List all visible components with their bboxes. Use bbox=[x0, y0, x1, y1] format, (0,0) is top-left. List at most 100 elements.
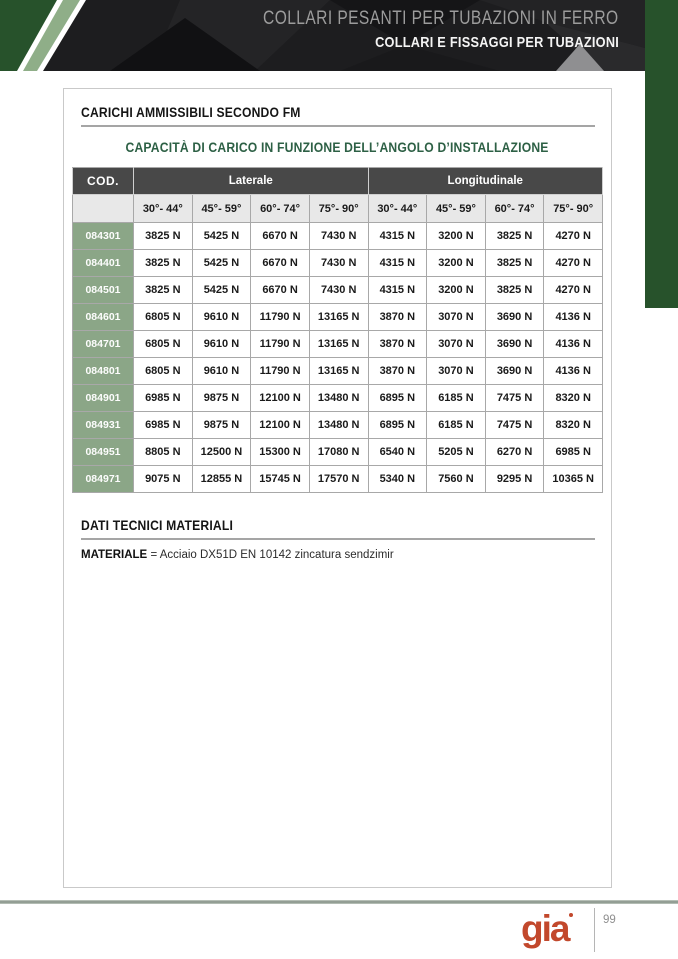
cod-cell: 084301 bbox=[72, 222, 134, 250]
value-cell: 13480 N bbox=[308, 411, 369, 439]
longitudinale-group-header: Longitudinale bbox=[367, 167, 603, 195]
value-cell: 5425 N bbox=[191, 249, 252, 277]
value-cell: 6185 N bbox=[426, 411, 486, 439]
angle-header-cell: 30°- 44° bbox=[133, 194, 193, 223]
heading-rule-2 bbox=[81, 538, 595, 540]
value-cell: 8320 N bbox=[543, 411, 603, 439]
material-value: = Acciaio DX51D EN 10142 zincatura sendz… bbox=[150, 549, 394, 561]
value-cell: 3690 N bbox=[484, 357, 545, 385]
value-cell: 8320 N bbox=[543, 384, 603, 412]
value-cell: 4270 N bbox=[543, 276, 603, 304]
cod-column-header: COD. bbox=[72, 167, 134, 195]
value-cell: 6985 N bbox=[133, 384, 193, 412]
value-cell: 13480 N bbox=[308, 384, 369, 412]
value-cell: 6895 N bbox=[367, 384, 428, 412]
value-cell: 8805 N bbox=[133, 438, 193, 466]
value-cell: 5425 N bbox=[191, 222, 252, 250]
table-row: 084601 6805 N 9610 N 11790 N 13165 N 3870 N 30… bbox=[72, 303, 603, 331]
trademark-dot bbox=[569, 913, 574, 917]
table-row: 084931 6985 N 9875 N 12100 N 13480 N 6895 N 61… bbox=[72, 411, 603, 439]
value-cell: 3870 N bbox=[367, 330, 428, 358]
header-decoration bbox=[0, 0, 645, 71]
angle-header-cell: 75°- 90° bbox=[543, 194, 603, 223]
value-cell: 11790 N bbox=[250, 330, 310, 358]
section-heading-dati-tecnici: DATI TECNICI MATERIALI bbox=[81, 518, 234, 533]
cod-cell: 084801 bbox=[72, 357, 134, 385]
cod-cell: 084501 bbox=[72, 276, 134, 304]
capacity-table: COD. Laterale Longitudinale 30°- 44° 45°-… bbox=[72, 167, 603, 493]
footer-rule bbox=[0, 900, 678, 904]
value-cell: 9295 N bbox=[484, 465, 545, 493]
group-header-row: COD. Laterale Longitudinale bbox=[72, 167, 603, 195]
value-cell: 3825 N bbox=[133, 276, 193, 304]
value-cell: 13165 N bbox=[308, 357, 369, 385]
page-subtitle: COLLARI E FISSAGGI PER TUBAZIONI bbox=[374, 33, 619, 51]
value-cell: 4270 N bbox=[543, 249, 603, 277]
cod-cell: 084971 bbox=[72, 465, 134, 493]
value-cell: 3825 N bbox=[133, 222, 193, 250]
footer: gia 99 bbox=[0, 906, 678, 959]
value-cell: 7430 N bbox=[308, 249, 369, 277]
page-header: COLLARI PESANTI PER TUBAZIONI IN FERRO C… bbox=[0, 0, 645, 71]
value-cell: 12500 N bbox=[191, 438, 252, 466]
value-cell: 3200 N bbox=[426, 276, 486, 304]
material-label: MATERIALE bbox=[81, 549, 148, 561]
value-cell: 6670 N bbox=[250, 276, 310, 304]
value-cell: 13165 N bbox=[308, 330, 369, 358]
value-cell: 7560 N bbox=[426, 465, 486, 493]
value-cell: 4315 N bbox=[367, 276, 428, 304]
page-title: COLLARI PESANTI PER TUBAZIONI IN FERRO bbox=[263, 8, 619, 29]
capacity-table-title: CAPACITÀ DI CARICO IN FUNZIONE DELL’ANGO… bbox=[125, 140, 550, 155]
value-cell: 10365 N bbox=[543, 465, 603, 493]
value-cell: 6270 N bbox=[484, 438, 545, 466]
angle-header-cell: 75°- 90° bbox=[308, 194, 369, 223]
heading-rule bbox=[81, 125, 595, 127]
table-row: 084901 6985 N 9875 N 12100 N 13480 N 6895 N 61… bbox=[72, 384, 603, 412]
value-cell: 4136 N bbox=[543, 330, 603, 358]
value-cell: 6805 N bbox=[133, 357, 193, 385]
value-cell: 3070 N bbox=[426, 330, 486, 358]
section-heading-carichi: CARICHI AMMISSIBILI SECONDO FM bbox=[81, 105, 301, 120]
content-box: CARICHI AMMISSIBILI SECONDO FM CAPACITÀ … bbox=[63, 88, 612, 888]
page-number: 99 bbox=[603, 914, 616, 926]
value-cell: 6670 N bbox=[250, 249, 310, 277]
value-cell: 6185 N bbox=[426, 384, 486, 412]
value-cell: 3870 N bbox=[367, 303, 428, 331]
value-cell: 3690 N bbox=[484, 330, 545, 358]
value-cell: 17080 N bbox=[308, 438, 369, 466]
value-cell: 9875 N bbox=[191, 411, 252, 439]
value-cell: 12100 N bbox=[250, 411, 310, 439]
value-cell: 4315 N bbox=[367, 222, 428, 250]
value-cell: 3825 N bbox=[484, 276, 545, 304]
value-cell: 15745 N bbox=[250, 465, 310, 493]
value-cell: 4136 N bbox=[543, 303, 603, 331]
value-cell: 3070 N bbox=[426, 303, 486, 331]
value-cell: 6895 N bbox=[367, 411, 428, 439]
value-cell: 3070 N bbox=[426, 357, 486, 385]
value-cell: 12100 N bbox=[250, 384, 310, 412]
angle-header-row: 30°- 44° 45°- 59° 60°- 74° 75°- 90° 30°- 44°… bbox=[72, 194, 603, 223]
table-row: 084701 6805 N 9610 N 11790 N 13165 N 3870 N 30… bbox=[72, 330, 603, 358]
table-row: 084401 3825 N 5425 N 6670 N 7430 N 4315 N 3200… bbox=[72, 249, 603, 277]
value-cell: 3825 N bbox=[484, 249, 545, 277]
value-cell: 6805 N bbox=[133, 303, 193, 331]
value-cell: 5205 N bbox=[426, 438, 486, 466]
value-cell: 9610 N bbox=[191, 303, 252, 331]
value-cell: 9075 N bbox=[133, 465, 193, 493]
value-cell: 6985 N bbox=[133, 411, 193, 439]
value-cell: 6670 N bbox=[250, 222, 310, 250]
laterale-group-header: Laterale bbox=[133, 167, 369, 195]
angle-header-cell: 60°- 74° bbox=[250, 194, 310, 223]
table-row: 084801 6805 N 9610 N 11790 N 13165 N 3870 N 30… bbox=[72, 357, 603, 385]
value-cell: 7430 N bbox=[308, 222, 369, 250]
side-accent-bar bbox=[645, 0, 678, 308]
gia-logo: gia bbox=[521, 908, 574, 950]
angle-header-cell: 30°- 44° bbox=[367, 194, 428, 223]
value-cell: 7475 N bbox=[484, 384, 545, 412]
cod-cell: 084931 bbox=[72, 411, 134, 439]
value-cell: 3825 N bbox=[484, 222, 545, 250]
cod-cell: 084951 bbox=[72, 438, 134, 466]
value-cell: 3200 N bbox=[426, 222, 486, 250]
